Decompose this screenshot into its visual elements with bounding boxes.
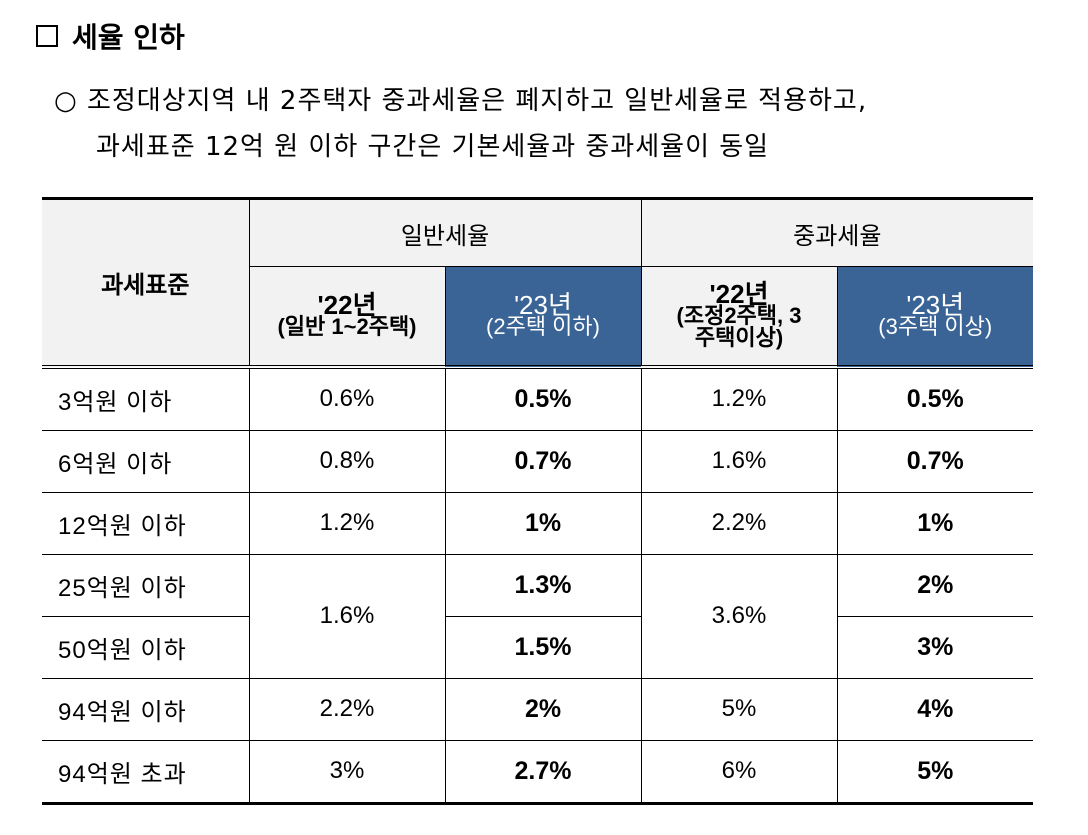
rate-cell: 0.7% [444,429,642,493]
rate-cell: 6% [640,739,838,805]
rate-cell: 5% [836,739,1034,805]
table-row: 50억원 이하 1.5% 3% [42,615,1034,679]
header-23-heavy: '23년 (3주택 이상) [836,266,1034,369]
rate-cell: 5% [640,677,838,741]
rate-cell: 2% [836,553,1034,617]
rate-cell: 2.7% [444,739,642,805]
header-22-general: '22년 (일반 1~2주택) [249,266,446,369]
bullet-line-2: 과세표준 12억 원 이하 구간은 기본세율과 중과세율이 동일 [96,132,770,162]
bullet-line-1: ○ 조정대상지역 내 2주택자 중과세율은 폐지하고 일반세율로 적용하고, [54,86,868,116]
header-23-general: '23년 (2주택 이하) [444,266,642,369]
bracket-cell: 12억원 이하 [42,491,250,555]
table-row: 94억원 초과 3% 2.7% 6% 5% [42,739,1034,805]
rate-cell: 1% [444,491,642,555]
rate-cell: 1% [836,491,1034,555]
rate-cell: 1.6% [640,429,838,493]
bracket-cell: 6억원 이하 [42,429,250,493]
rate-cell: 2.2% [640,491,838,555]
rate-cell: 3% [248,739,446,805]
table-row: 94억원 이하 2.2% 2% 5% 4% [42,677,1034,741]
table-row: 6억원 이하 0.8% 0.7% 1.6% 0.7% [42,429,1034,493]
rate-cell: 2.2% [248,677,446,741]
rate-cell: 1.2% [640,366,838,431]
table-row: 25억원 이하 1.6% 1.3% 3.6% 2% [42,553,1034,679]
bracket-cell: 3억원 이하 [42,366,250,431]
rate-cell: 0.5% [444,366,642,431]
header-general: 일반세율 [248,197,642,267]
bracket-cell: 94억원 초과 [42,739,250,805]
header-22-heavy: '22년 (조정2주택, 3주택이상) [640,266,838,369]
rate-cell: 0.7% [836,429,1034,493]
rate-cell: 1.5% [444,615,642,679]
rate-cell: 3% [836,615,1034,679]
rate-cell: 0.8% [248,429,446,493]
rate-cell: 3.6% [640,553,838,679]
rate-cell: 1.6% [248,553,446,679]
bracket-cell: 94억원 이하 [42,677,250,741]
square-bullet-icon [36,25,58,47]
rate-cell: 1.3% [444,553,642,617]
header-base: 과세표준 [42,197,250,369]
table-row: 3억원 이하 0.6% 0.5% 1.2% 0.5% [42,366,1034,431]
circle-bullet-icon: ○ [54,86,87,116]
rate-cell: 1.2% [248,491,446,555]
bracket-cell: 50억원 이하 [42,615,250,679]
rate-cell: 2% [444,677,642,741]
header-heavy: 중과세율 [640,197,1034,267]
rate-cell: 4% [836,677,1034,741]
tax-rate-table: 과세표준 일반세율 중과세율 '22년 (일반 1~2주택) '23년 (2주택 이… [42,197,1034,805]
section-heading: 세율 인하 [36,16,185,56]
rate-cell: 0.5% [836,366,1034,431]
table-row: 12억원 이하 1.2% 1% 2.2% 1% [42,491,1034,555]
bracket-cell: 25억원 이하 [42,553,250,617]
rate-cell: 0.6% [248,366,446,431]
